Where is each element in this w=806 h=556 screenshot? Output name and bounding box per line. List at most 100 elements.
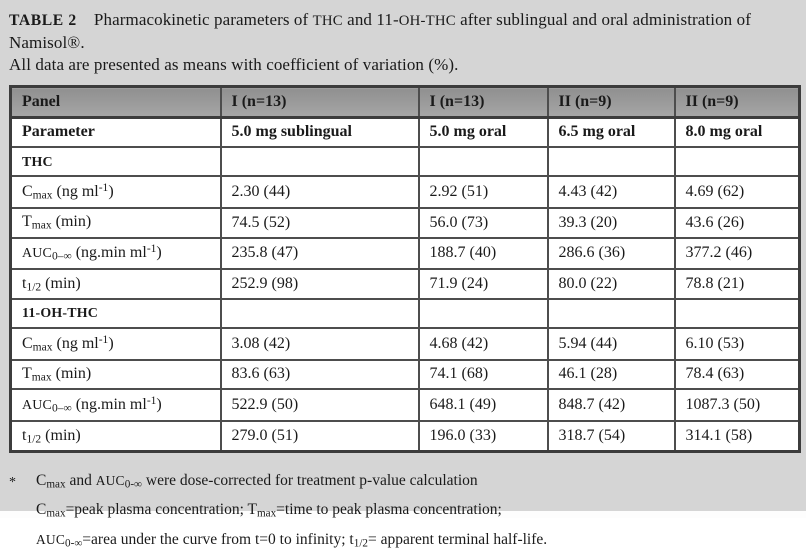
value-cell: 196.0 (33) xyxy=(417,419,549,453)
superscript: -1 xyxy=(98,333,109,346)
text-segment: C xyxy=(36,501,47,519)
superscript: -1 xyxy=(146,243,157,256)
value-cell: 286.6 (36) xyxy=(546,236,676,270)
subscript: max xyxy=(31,219,52,232)
pharmacokinetic-table: Panel I (n=13) I (n=13) II (n=9) II (n=9) Par… xyxy=(9,85,801,453)
text-segment: 848.7 (42) xyxy=(558,396,626,414)
table-data-row: Tmax (min) 83.6 (63) 74.1 (68) 46.1 (28) 78.… xyxy=(9,358,801,391)
table-data-row: Tmax (min) 74.5 (52) 56.0 (73) 39.3 (20) 43.… xyxy=(9,206,801,239)
value-cell xyxy=(417,145,549,178)
text-segment: 83.6 (63) xyxy=(231,365,291,383)
value-cell xyxy=(673,145,801,178)
text-segment: 56.0 (73) xyxy=(429,213,489,231)
text-segment: I (n=13) xyxy=(231,92,287,110)
value-cell: II (n=9) xyxy=(673,85,801,119)
value-cell: 39.3 (20) xyxy=(546,206,676,239)
footnote-line: AUC0-∞=area under the curve from t=0 to … xyxy=(36,527,798,556)
text-segment: ) xyxy=(108,183,114,201)
caption-line-2: All data are presented as means with coe… xyxy=(9,55,459,74)
text-segment: (min) xyxy=(41,274,81,292)
text-segment: t xyxy=(22,274,27,292)
table-subheader-row: Parameter 5.0 mg sublingual 5.0 mg oral 6.5… xyxy=(9,116,801,148)
text-segment: 522.9 (50) xyxy=(231,396,299,414)
subscript: 0–∞ xyxy=(51,251,72,264)
table-data-row: Cmax (ng ml-1) 2.30 (44) 2.92 (51) 4.43 (42… xyxy=(9,175,801,209)
value-cell: 8.0 mg oral xyxy=(673,116,801,148)
footnote: * Cmax and AUC0-∞ were dose-corrected fo… xyxy=(9,468,798,556)
table-header-row: Panel I (n=13) I (n=13) II (n=9) II (n=9) xyxy=(9,85,801,119)
caption-line-1: TABLE 2 Pharmacokinetic parameters of TH… xyxy=(9,9,798,54)
value-cell: 235.8 (47) xyxy=(219,236,420,270)
value-cell: 377.2 (46) xyxy=(673,236,801,270)
row-label-cell: AUC0–∞ (ng.min ml-1) xyxy=(9,388,222,422)
value-cell xyxy=(546,145,676,178)
text-segment: 235.8 (47) xyxy=(231,244,299,262)
subscript: max xyxy=(31,371,52,384)
value-cell: 46.1 (28) xyxy=(546,358,676,391)
text-segment: 279.0 (51) xyxy=(231,426,299,444)
text-segment: 71.9 (24) xyxy=(429,274,489,292)
value-cell: 648.1 (49) xyxy=(417,388,549,422)
subscript: 0-∞ xyxy=(124,478,142,491)
table-data-row: t1/2 (min) 252.9 (98) 71.9 (24) 80.0 (22) 78… xyxy=(9,267,801,300)
value-cell: 5.0 mg sublingual xyxy=(219,116,420,148)
value-cell: 5.0 mg oral xyxy=(417,116,549,148)
footnote-lines: Cmax and AUC0-∞ were dose-corrected for … xyxy=(36,468,798,556)
footnote-line: Cmax and AUC0-∞ were dose-corrected for … xyxy=(36,468,798,497)
text-segment: 5.0 mg sublingual xyxy=(231,123,352,141)
value-cell: 2.30 (44) xyxy=(219,175,420,209)
superscript: -1 xyxy=(146,395,157,408)
text-segment: and xyxy=(65,472,96,489)
value-cell: 318.7 (54) xyxy=(546,419,676,453)
value-cell: 5.94 (44) xyxy=(546,327,676,361)
row-label-cell: AUC0–∞ (ng.min ml-1) xyxy=(9,236,222,270)
table-data-row: AUC0–∞ (ng.min ml-1) 522.9 (50) 648.1 (49)… xyxy=(9,388,801,422)
row-label-cell: Panel xyxy=(9,85,222,119)
pk-table-body: Panel I (n=13) I (n=13) II (n=9) II (n=9) Par… xyxy=(9,85,801,453)
text-segment: 2.92 (51) xyxy=(429,182,489,200)
table-data-row: Cmax (ng ml-1) 3.08 (42) 4.68 (42) 5.94 (44… xyxy=(9,327,801,361)
row-label-cell: t1/2 (min) xyxy=(9,267,222,300)
subscript: 0–∞ xyxy=(51,402,72,415)
value-cell: 2.92 (51) xyxy=(417,175,549,209)
subscript: max xyxy=(46,478,66,491)
row-label-cell: THC xyxy=(9,145,222,178)
text-segment: ) xyxy=(156,244,162,262)
text-segment: 6.10 (53) xyxy=(685,334,745,352)
subscript: 0-∞ xyxy=(65,537,83,550)
value-cell: 83.6 (63) xyxy=(219,358,420,391)
value-cell xyxy=(417,297,549,330)
value-cell: 252.9 (98) xyxy=(219,267,420,300)
value-cell: 43.6 (26) xyxy=(673,206,801,239)
text-segment: =peak plasma concentration; T xyxy=(65,501,257,519)
value-cell: 188.7 (40) xyxy=(417,236,549,270)
text-segment: T xyxy=(22,365,32,383)
text-segment: ) xyxy=(156,396,162,414)
value-cell: 848.7 (42) xyxy=(546,388,676,422)
text-segment: AUC xyxy=(95,473,125,488)
text-segment: (ng ml xyxy=(52,335,99,353)
text-segment: (ng.min ml xyxy=(71,244,147,262)
value-cell xyxy=(673,297,801,330)
text-segment: 80.0 (22) xyxy=(558,274,618,292)
text-segment: 5.94 (44) xyxy=(558,334,618,352)
value-cell: 279.0 (51) xyxy=(219,419,420,453)
text-segment: C xyxy=(22,183,33,201)
subscript: 1/2 xyxy=(353,537,368,550)
text-segment: were dose-corrected for treatment p-valu… xyxy=(142,472,478,489)
table-data-row: t1/2 (min) 279.0 (51) 196.0 (33) 318.7 (54)… xyxy=(9,419,801,453)
text-segment: 648.1 (49) xyxy=(429,396,497,414)
text-segment: ) xyxy=(108,335,114,353)
text-segment: after sublingual and oral administration… xyxy=(9,10,751,52)
text-segment: 1087.3 (50) xyxy=(685,396,761,414)
text-segment: Panel xyxy=(22,92,61,110)
text-segment: T xyxy=(22,213,32,231)
text-segment: 318.7 (54) xyxy=(558,426,626,444)
text-segment: = apparent terminal half-life. xyxy=(368,530,548,548)
value-cell: 74.1 (68) xyxy=(417,358,549,391)
text-segment: THC xyxy=(312,13,343,29)
page-bottom-strip xyxy=(0,511,806,518)
value-cell: 522.9 (50) xyxy=(219,388,420,422)
table-caption: TABLE 2 Pharmacokinetic parameters of TH… xyxy=(9,9,798,76)
